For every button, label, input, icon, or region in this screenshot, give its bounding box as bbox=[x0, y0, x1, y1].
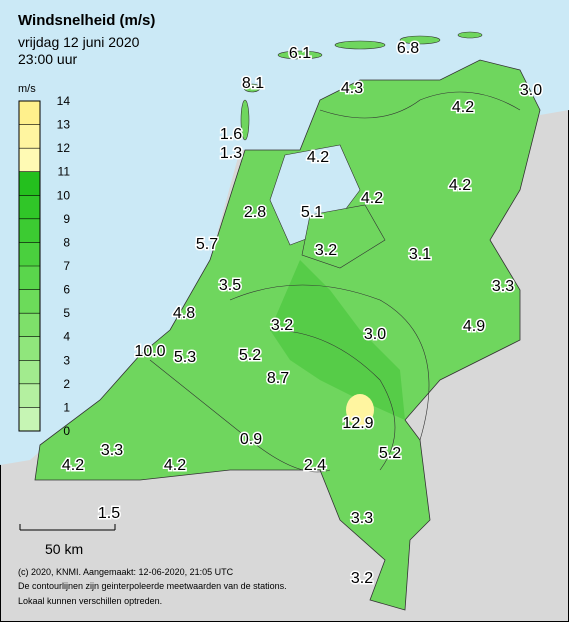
station-value: 5.1 bbox=[301, 204, 323, 221]
station-value: 3.2 bbox=[271, 317, 293, 334]
station-value: 4.2 bbox=[449, 177, 471, 194]
station-value: 4.2 bbox=[62, 457, 84, 474]
station-value: 4.2 bbox=[452, 99, 474, 116]
legend-tick-label: 11 bbox=[58, 165, 71, 179]
legend-band bbox=[19, 195, 40, 219]
station-value: 1.6 bbox=[220, 126, 242, 143]
footer: (c) 2020, KNMI. Aangemaakt: 12-06-2020, … bbox=[18, 567, 234, 577]
contour bbox=[229, 284, 430, 441]
legend-band bbox=[19, 148, 40, 172]
legend-band bbox=[19, 336, 40, 361]
station-value: 2.8 bbox=[244, 204, 266, 221]
station-value: 0.9 bbox=[240, 431, 262, 448]
legend-tick-label: 6 bbox=[63, 283, 70, 297]
station-value: 5.2 bbox=[379, 445, 401, 462]
legend-band bbox=[19, 289, 40, 314]
sea bbox=[0, 0, 569, 465]
island bbox=[240, 99, 250, 141]
station-value: 3.1 bbox=[409, 246, 431, 263]
contours bbox=[149, 91, 521, 473]
date: vrijdag 12 juni 2020 bbox=[18, 34, 140, 50]
legend-tick-label: 13 bbox=[57, 118, 71, 132]
station-value: 5.2 bbox=[239, 347, 261, 364]
station-value: 4.2 bbox=[164, 457, 186, 474]
legend-tick-label: 1 bbox=[63, 400, 70, 414]
footer: De contourlijnen zijn geinterpoleerde me… bbox=[18, 581, 287, 591]
footer: Lokaal kunnen verschillen optreden. bbox=[18, 596, 162, 606]
wind-peak bbox=[346, 394, 374, 426]
station-value: 8.7 bbox=[267, 370, 289, 387]
legend-tick-label: 9 bbox=[63, 212, 70, 226]
legend-tick-label: 10 bbox=[57, 188, 71, 202]
legend-tick-label: 14 bbox=[57, 94, 71, 108]
contour bbox=[269, 329, 396, 471]
station-value: 3.3 bbox=[101, 442, 123, 459]
station-value: 3.3 bbox=[492, 278, 514, 295]
station-value: 12.9 bbox=[342, 415, 373, 432]
legend-tick-label: 2 bbox=[63, 377, 70, 391]
station-value: 6.8 bbox=[397, 40, 419, 57]
station-value: 6.1 bbox=[289, 45, 311, 62]
legend-tick-label: 4 bbox=[63, 330, 70, 344]
legend-tick-label: 0 bbox=[63, 424, 70, 438]
station-value: 1.5 bbox=[98, 505, 120, 522]
island bbox=[399, 35, 441, 45]
island bbox=[457, 31, 483, 39]
island bbox=[334, 40, 386, 50]
legend-band bbox=[19, 124, 40, 149]
station-value: 1.3 bbox=[220, 145, 242, 162]
contour bbox=[149, 359, 331, 473]
station-value: 4.8 bbox=[173, 305, 195, 322]
station-value: 4.9 bbox=[463, 318, 485, 335]
legend-band bbox=[19, 171, 40, 196]
station-value: 5.3 bbox=[174, 349, 196, 366]
station-value: 4.2 bbox=[307, 149, 329, 166]
station-value: 3.5 bbox=[219, 277, 241, 294]
station-value: 3.2 bbox=[351, 570, 373, 587]
wind-area bbox=[270, 260, 405, 420]
stations: 6.1 6.8 8.1 4.3 4.2 3.0 1.6 1.3 4.2 4.2 4.2 2.8 5.1 5… bbox=[60, 39, 543, 589]
legend-tick-label: 3 bbox=[63, 353, 70, 367]
legend-tick-label: 7 bbox=[63, 259, 70, 273]
station-value: 4.2 bbox=[361, 190, 383, 207]
station-value: 10.0 bbox=[134, 343, 165, 360]
station-value: 3.0 bbox=[520, 82, 542, 99]
island bbox=[243, 83, 261, 93]
legend-unit: m/s bbox=[18, 83, 36, 95]
station-value: 3.3 bbox=[351, 510, 373, 527]
scale-label: 50 km bbox=[45, 541, 83, 557]
island bbox=[277, 50, 323, 60]
legend-band bbox=[19, 360, 40, 384]
polder bbox=[301, 204, 386, 269]
legend-band bbox=[19, 101, 40, 125]
station-value: 5.7 bbox=[196, 236, 218, 253]
station-value: 3.2 bbox=[315, 242, 337, 259]
legend-band bbox=[19, 313, 40, 337]
legend-tick-label: 12 bbox=[57, 141, 71, 155]
time: 23:00 uur bbox=[18, 51, 77, 67]
legend-band bbox=[19, 266, 40, 290]
title: Windsnelheid (m/s) bbox=[18, 12, 155, 29]
station-value: 8.1 bbox=[242, 75, 264, 92]
station-value: 4.3 bbox=[341, 80, 363, 97]
station-value: 2.4 bbox=[304, 457, 326, 474]
legend-band bbox=[19, 218, 40, 243]
contour bbox=[319, 91, 521, 119]
legend-band bbox=[19, 383, 40, 408]
legend-tick-label: 8 bbox=[63, 235, 70, 249]
legend-tick-label: 5 bbox=[63, 306, 70, 320]
station-value: 3.0 bbox=[364, 326, 386, 343]
legend-band bbox=[19, 242, 40, 266]
legend-band bbox=[19, 407, 40, 431]
